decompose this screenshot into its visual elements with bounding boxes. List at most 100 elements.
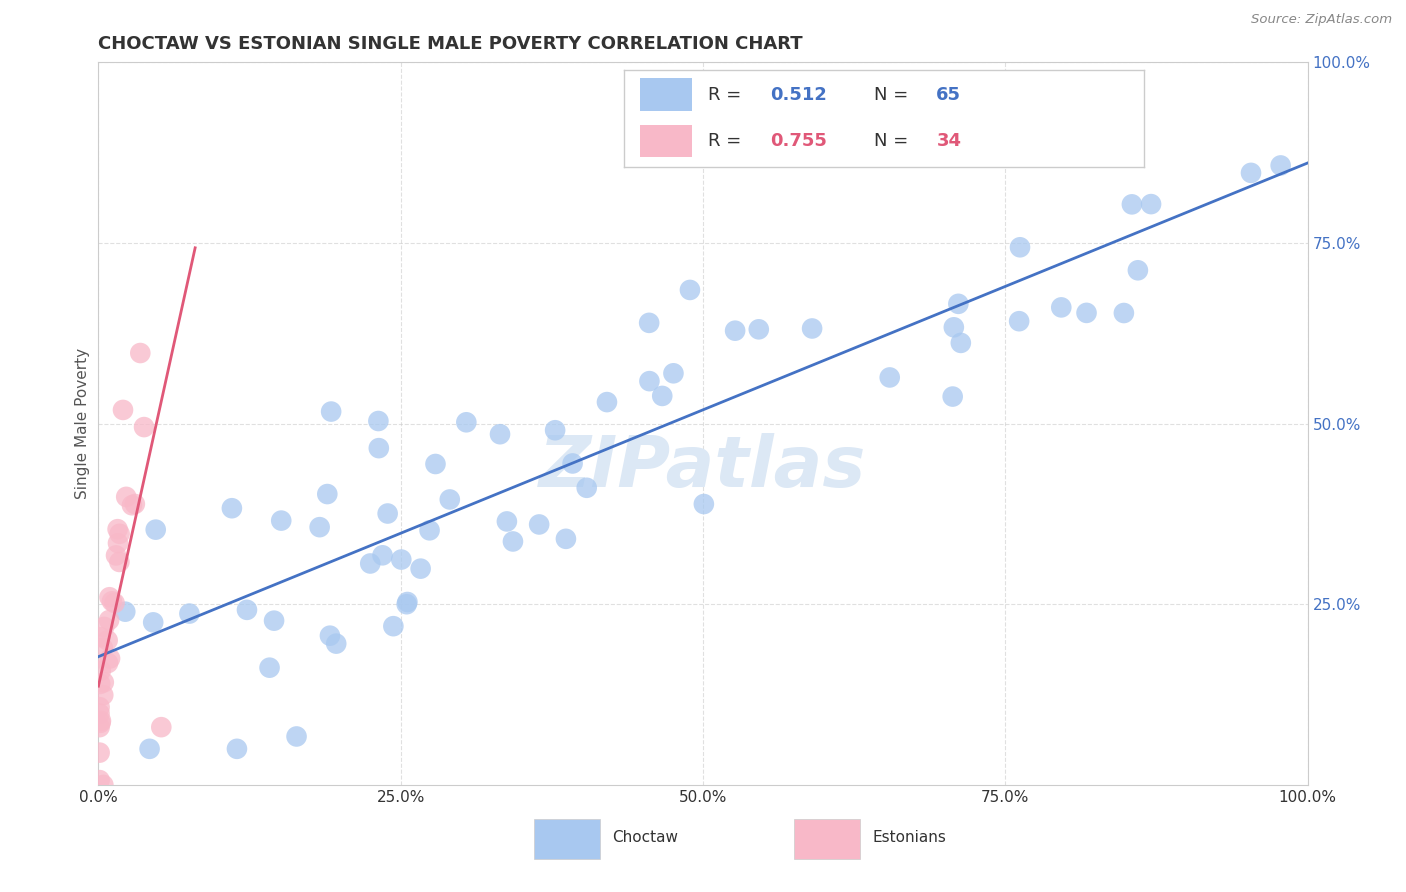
- Point: [1105, 140, 1128, 154]
- Point: [1112, 306, 1135, 320]
- Point: [105, 549, 128, 563]
- Point: [1076, 306, 1098, 320]
- Point: [179, 607, 201, 621]
- Point: [108, 555, 131, 569]
- Point: [879, 370, 901, 384]
- Point: [93, 620, 115, 634]
- Point: [948, 297, 970, 311]
- Point: [98, 613, 121, 627]
- Point: [129, 346, 152, 360]
- Point: [285, 730, 308, 744]
- Point: [89, 746, 111, 760]
- Point: [1140, 197, 1163, 211]
- Point: [91, 688, 114, 702]
- Point: [142, 615, 165, 630]
- Point: [138, 742, 160, 756]
- Point: [325, 637, 347, 651]
- Point: [693, 497, 716, 511]
- Point: [259, 661, 281, 675]
- Point: [638, 374, 661, 388]
- Point: [107, 522, 129, 536]
- Point: [596, 395, 619, 409]
- Point: [97, 633, 120, 648]
- Point: [111, 403, 134, 417]
- Point: [439, 492, 461, 507]
- Point: [236, 603, 259, 617]
- Point: [544, 423, 567, 437]
- Point: [89, 706, 111, 721]
- Y-axis label: Single Male Poverty: Single Male Poverty: [75, 348, 90, 500]
- Point: [425, 457, 447, 471]
- Point: [371, 549, 394, 563]
- Point: [395, 597, 418, 611]
- Point: [496, 515, 519, 529]
- Point: [489, 427, 512, 442]
- Point: [319, 629, 342, 643]
- Point: [575, 481, 598, 495]
- Point: [359, 557, 381, 571]
- Point: [1008, 240, 1031, 254]
- Point: [662, 366, 685, 380]
- Point: [367, 414, 389, 428]
- Point: [942, 320, 965, 334]
- Text: CHOCTAW VS ESTONIAN SINGLE MALE POVERTY CORRELATION CHART: CHOCTAW VS ESTONIAN SINGLE MALE POVERTY …: [98, 35, 803, 53]
- Point: [89, 773, 111, 788]
- Point: [107, 536, 129, 550]
- Point: [748, 322, 770, 336]
- Point: [561, 457, 583, 471]
- Text: Source: ZipAtlas.com: Source: ZipAtlas.com: [1251, 13, 1392, 27]
- Point: [949, 335, 972, 350]
- Point: [382, 619, 405, 633]
- Point: [638, 316, 661, 330]
- Point: [942, 390, 965, 404]
- Point: [724, 324, 747, 338]
- Point: [98, 651, 121, 665]
- Point: [150, 720, 173, 734]
- Point: [101, 594, 124, 608]
- Point: [263, 614, 285, 628]
- Point: [90, 715, 112, 730]
- Point: [377, 507, 399, 521]
- Point: [308, 520, 330, 534]
- Point: [226, 742, 249, 756]
- Point: [527, 517, 550, 532]
- Point: [91, 640, 114, 655]
- Point: [97, 656, 120, 670]
- Point: [90, 714, 112, 728]
- Point: [89, 677, 111, 691]
- Point: [221, 501, 243, 516]
- Point: [145, 523, 167, 537]
- Point: [1008, 314, 1031, 328]
- Point: [89, 700, 111, 714]
- Point: [801, 321, 824, 335]
- Point: [121, 498, 143, 512]
- Point: [409, 561, 432, 575]
- Point: [1240, 166, 1263, 180]
- Point: [321, 404, 343, 418]
- Point: [132, 420, 155, 434]
- Point: [270, 514, 292, 528]
- Point: [389, 552, 412, 566]
- Point: [651, 389, 673, 403]
- Point: [90, 664, 112, 678]
- Point: [115, 490, 138, 504]
- Point: [367, 441, 389, 455]
- Point: [114, 605, 136, 619]
- Point: [103, 596, 125, 610]
- Point: [1121, 197, 1143, 211]
- Point: [93, 675, 115, 690]
- Point: [89, 630, 111, 644]
- Point: [555, 532, 578, 546]
- Point: [1050, 301, 1073, 315]
- Point: [456, 415, 478, 429]
- Point: [1126, 263, 1149, 277]
- Point: [1270, 158, 1292, 172]
- Text: ZIPatlas: ZIPatlas: [540, 433, 866, 501]
- Point: [93, 778, 115, 792]
- Point: [679, 283, 702, 297]
- Point: [89, 720, 111, 734]
- Point: [316, 487, 339, 501]
- Point: [98, 591, 121, 605]
- Point: [419, 524, 441, 538]
- Point: [124, 497, 146, 511]
